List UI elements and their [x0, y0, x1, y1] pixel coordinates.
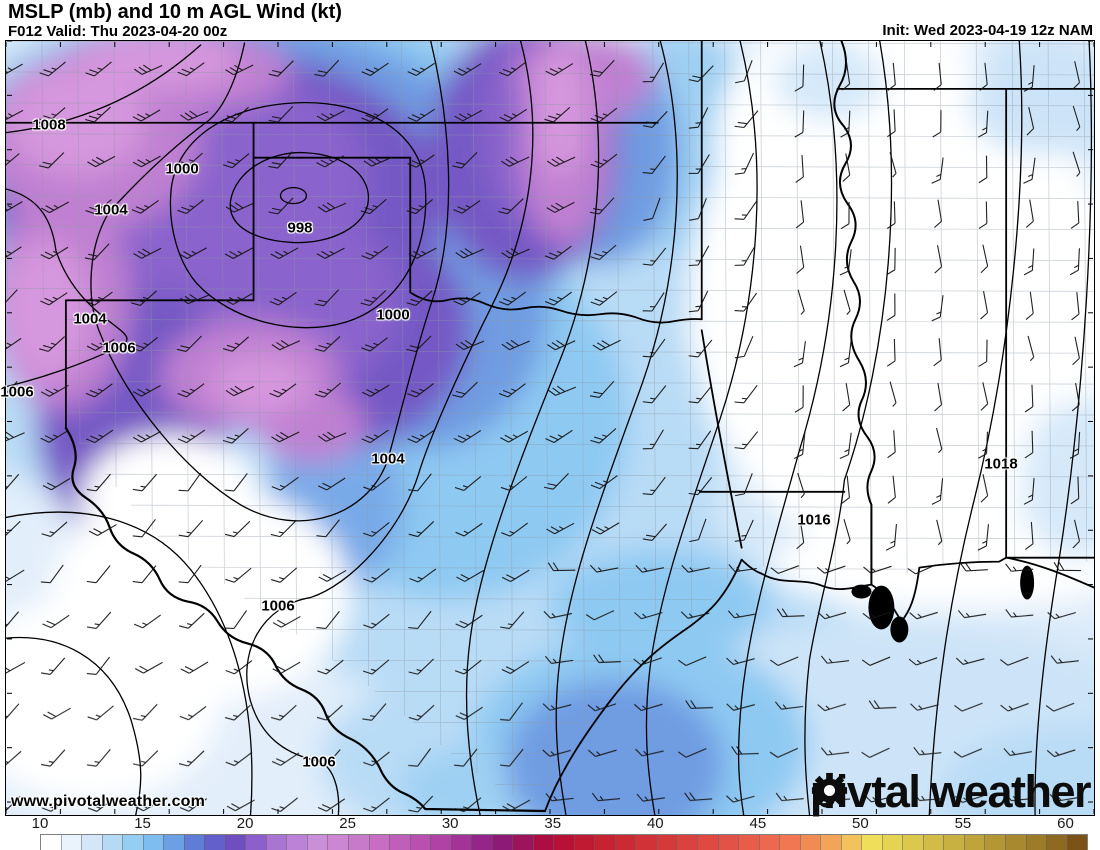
colorbar-cell — [820, 835, 841, 850]
colorbar-tick: 50 — [852, 815, 869, 832]
colorbar-cell — [738, 835, 759, 850]
init-time: Init: Wed 2023-04-19 12z NAM — [882, 22, 1093, 39]
wind-barbs-layer — [6, 59, 1081, 813]
colorbar-cell — [1066, 835, 1088, 850]
colorbar-cell — [902, 835, 923, 850]
colorbar-cell — [409, 835, 431, 850]
colorbar-tick: 60 — [1057, 815, 1074, 832]
wind-speed-colorbar — [40, 834, 1088, 850]
colorbar-cell — [594, 835, 615, 850]
gear-icon — [811, 772, 847, 809]
isobar-label: 1000 — [165, 160, 199, 178]
isobar-label: 1006 — [0, 383, 34, 401]
isobar-label: 1004 — [73, 310, 107, 328]
colorbar-cell — [614, 835, 636, 850]
pivotal-weather-logo: piv tal weathe — [810, 766, 1092, 817]
colorbar-cell — [142, 835, 164, 850]
colorbar-tick: 35 — [544, 815, 562, 832]
colorbar-cell — [779, 835, 800, 850]
colorbar-cell — [347, 835, 369, 850]
watermark: www.pivotalweather.com — [11, 793, 206, 810]
colorbar-cell — [758, 835, 780, 850]
colorbar-cell — [1046, 835, 1067, 850]
colorbar-cell — [60, 835, 82, 850]
colorbar-tick: 15 — [134, 815, 151, 832]
colorbar-cell — [491, 835, 513, 850]
isobar-label: 1006 — [302, 753, 336, 771]
colorbar-cell — [676, 835, 697, 850]
colorbar-cell — [41, 835, 61, 850]
colorbar-cell — [265, 835, 287, 850]
colorbar-cell — [553, 835, 574, 850]
colorbar-cell — [368, 835, 390, 850]
colorbar-cell — [1025, 835, 1047, 850]
colorbar-cell — [697, 835, 718, 850]
colorbar-cell — [81, 835, 102, 850]
colorbar-cell — [122, 835, 143, 850]
isobar-label: 1006 — [102, 339, 136, 357]
colorbar-cell — [450, 835, 472, 850]
colorbar-cell — [224, 835, 246, 850]
colorbar-cell — [204, 835, 225, 850]
colorbar-cell — [430, 835, 451, 850]
colorbar-cell — [471, 835, 492, 850]
colorbar-cell — [799, 835, 821, 850]
colorbar-cell — [1004, 835, 1026, 850]
colorbar-cell — [943, 835, 964, 850]
isobar-lines-layer — [6, 41, 1092, 815]
colorbar-cell — [717, 835, 739, 850]
colorbar-cell — [327, 835, 348, 850]
colorbar-tick: 45 — [749, 815, 767, 832]
colorbar-cell — [286, 835, 307, 850]
colorbar-tick: 55 — [954, 815, 972, 832]
colorbar-tick: 20 — [236, 815, 254, 832]
colorbar-cell — [840, 835, 862, 850]
colorbar-tick: 30 — [441, 815, 459, 832]
page-title: MSLP (mb) and 10 m AGL Wind (kt) — [8, 1, 342, 23]
colorbar-tick: 25 — [339, 815, 356, 832]
colorbar-cell — [655, 835, 677, 850]
map-graphic — [6, 41, 1094, 815]
colorbar-cell — [635, 835, 656, 850]
colorbar-cell — [984, 835, 1005, 850]
colorbar-cell — [512, 835, 533, 850]
valid-time: F012 Valid: Thu 2023-04-20 00z — [8, 23, 228, 40]
colorbar-cell — [163, 835, 184, 850]
isobar-label: 998 — [287, 219, 313, 237]
isobar-label: 1006 — [261, 597, 295, 615]
colorbar-cell — [245, 835, 266, 850]
isobar-label: 1004 — [371, 450, 405, 468]
isobar-label: 1004 — [94, 201, 128, 219]
isobar-label: 1000 — [376, 306, 410, 324]
colorbar-cell — [861, 835, 882, 850]
colorbar-cell — [922, 835, 944, 850]
colorbar-tick: 10 — [31, 815, 49, 832]
colorbar-cell — [101, 835, 123, 850]
colorbar-cell — [573, 835, 595, 850]
colorbar-cell — [306, 835, 328, 850]
isobar-label: 1016 — [797, 511, 831, 529]
colorbar-cell — [963, 835, 985, 850]
colorbar-tick: 40 — [646, 815, 664, 832]
colorbar-cell — [881, 835, 903, 850]
weather-map-canvas: 1008 1000 1004 998 1000 1004 1006 1006 1004 1018 1… — [0, 40, 1095, 817]
colorbar-cell — [389, 835, 410, 850]
wind-speed-fill-layer — [6, 41, 1094, 815]
colorbar-cell — [532, 835, 554, 850]
state-borders — [6, 41, 1094, 813]
logo-text-tal-weather: tal weather — [871, 766, 1091, 817]
map-frame-ticks — [6, 41, 1094, 815]
colorbar-cell — [183, 835, 205, 850]
isobar-label: 1008 — [32, 116, 66, 134]
isobar-label: 1018 — [984, 455, 1018, 473]
